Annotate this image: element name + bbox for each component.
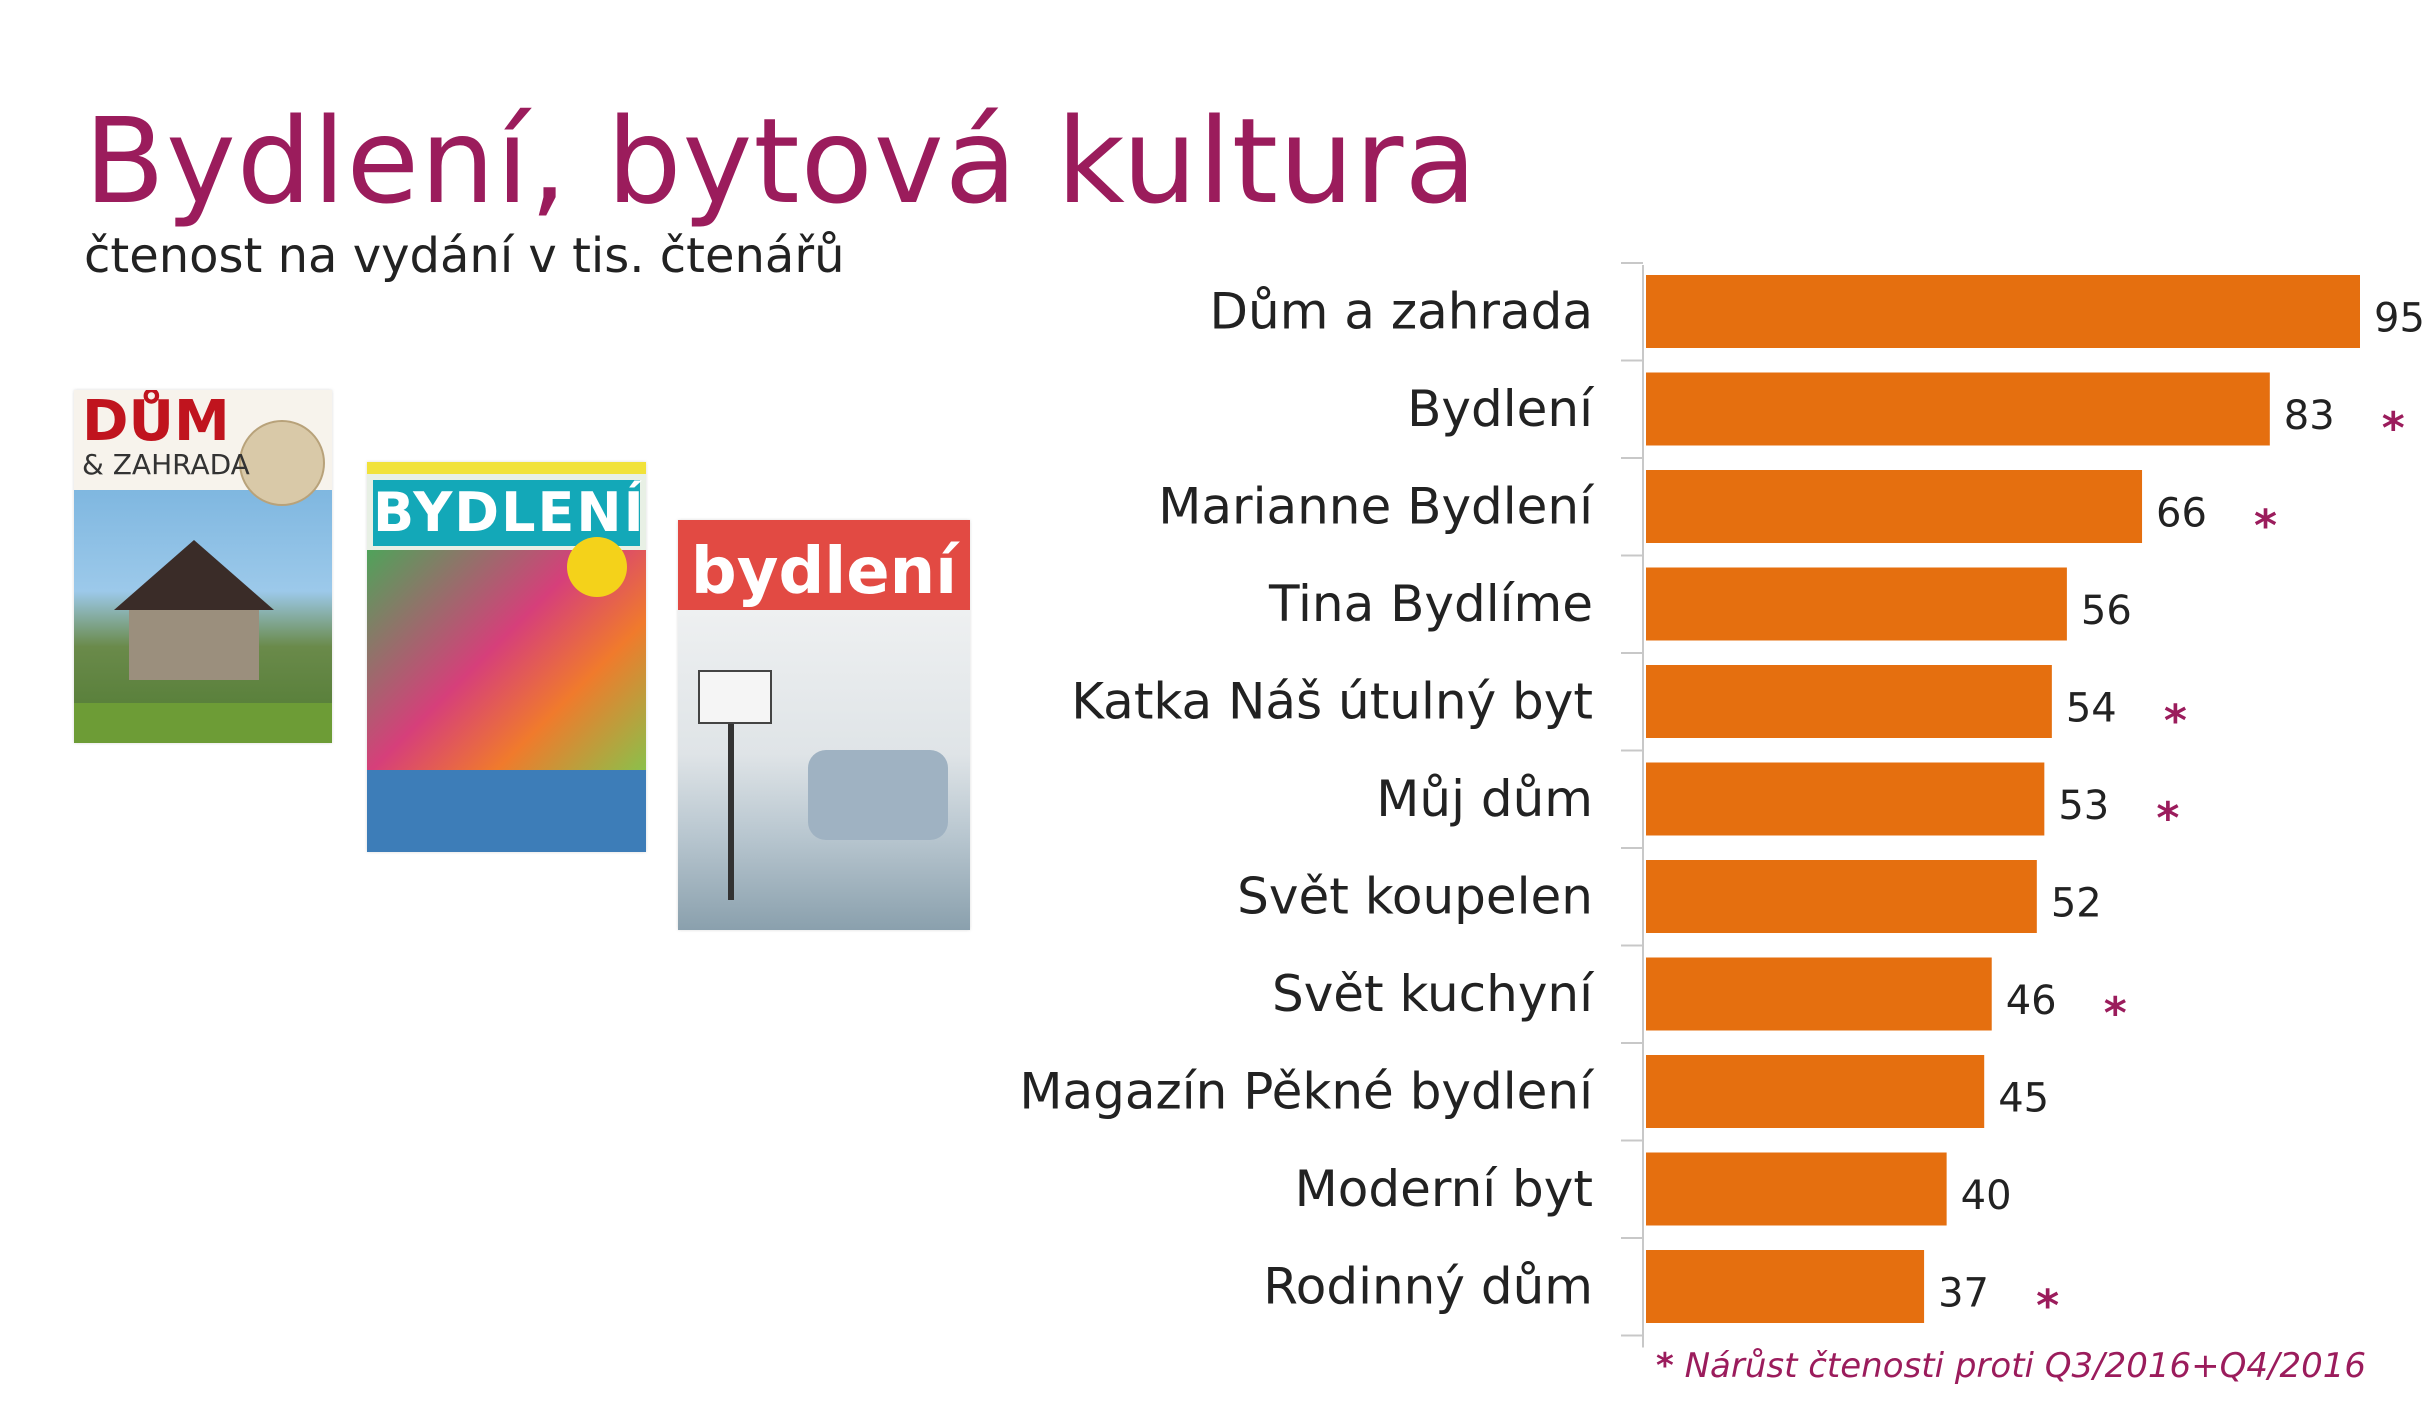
bar <box>1646 860 2037 933</box>
category-label: Magazín Pěkné bydlení <box>1019 1063 1595 1121</box>
footnote: * Nárůst čtenosti proti Q3/2016+Q4/2016 <box>1656 1346 2366 1386</box>
data-label: 54 <box>2066 686 2117 732</box>
magazine-cover-dum-a-zahrada: DŮM & ZAHRADA <box>74 390 332 743</box>
data-label: 40 <box>1961 1173 2012 1219</box>
bar <box>1646 1152 1947 1226</box>
page-title: Bydlení, bytová kultura <box>84 92 1478 230</box>
data-label: 53 <box>2058 783 2109 829</box>
cover-masthead: DŮM <box>82 390 230 454</box>
category-label: Dům a zahrada <box>1210 283 1593 341</box>
data-label: 46 <box>2006 978 2057 1024</box>
cover-badge <box>567 537 627 597</box>
bar <box>1646 470 2143 543</box>
data-label: 66 <box>2156 491 2207 537</box>
growth-star-marker: * <box>2104 988 2127 1039</box>
bar <box>1646 275 2360 348</box>
bar <box>1646 957 1992 1031</box>
magazine-cover-bydleni: BYDLENÍ <box>367 462 646 852</box>
cover-badge <box>239 420 325 506</box>
data-label: 45 <box>1998 1076 2049 1122</box>
category-label: Marianne Bydlení <box>1158 478 1595 536</box>
lamp-stand-shape <box>728 680 734 900</box>
bar <box>1646 372 2270 446</box>
house-roof-shape <box>114 540 274 610</box>
category-label: Svět kuchyní <box>1272 965 1595 1023</box>
category-label: Tina Bydlíme <box>1268 575 1593 633</box>
lamp-shade-shape <box>698 670 772 724</box>
data-label: 95 <box>2374 296 2425 342</box>
magazine-cover-marianne-bydleni: bydlení <box>678 520 970 930</box>
data-label: 56 <box>2081 588 2132 634</box>
category-label: Bydlení <box>1407 380 1595 438</box>
cover-masthead: bydlení <box>678 520 970 610</box>
growth-star-marker: * <box>2382 403 2405 454</box>
category-label: Můj dům <box>1376 770 1593 828</box>
cover-top-strip <box>367 462 646 474</box>
category-label: Katka Náš útulný byt <box>1071 673 1593 731</box>
category-label: Rodinný dům <box>1263 1258 1593 1316</box>
growth-star-marker: * <box>2254 501 2277 552</box>
armchair-shape <box>808 750 948 840</box>
cover-strip <box>367 770 646 852</box>
category-label: Svět koupelen <box>1237 868 1593 926</box>
bar <box>1646 762 2045 836</box>
cover-masthead-sub: & ZAHRADA <box>82 448 250 481</box>
growth-star-marker: * <box>2156 793 2179 844</box>
growth-star-marker: * <box>2036 1281 2059 1332</box>
growth-star-marker: * <box>2164 696 2187 747</box>
page-subtitle: čtenost na vydání v tis. čtenářů <box>84 228 845 284</box>
footnote-star: * <box>1656 1346 1674 1386</box>
house-wall-shape <box>129 610 259 680</box>
category-label: Moderní byt <box>1295 1160 1593 1218</box>
footnote-text: Nárůst čtenosti proti Q3/2016+Q4/2016 <box>1673 1346 2367 1386</box>
data-label: 52 <box>2051 881 2102 927</box>
bar <box>1646 665 2052 738</box>
bar <box>1646 1250 1925 1323</box>
bar <box>1646 567 2067 641</box>
bar <box>1646 1055 1985 1128</box>
data-label: 37 <box>1938 1271 1989 1317</box>
cover-masthead: BYDLENÍ <box>373 480 646 546</box>
data-label: 83 <box>2284 393 2335 439</box>
cover-strip <box>74 703 332 743</box>
